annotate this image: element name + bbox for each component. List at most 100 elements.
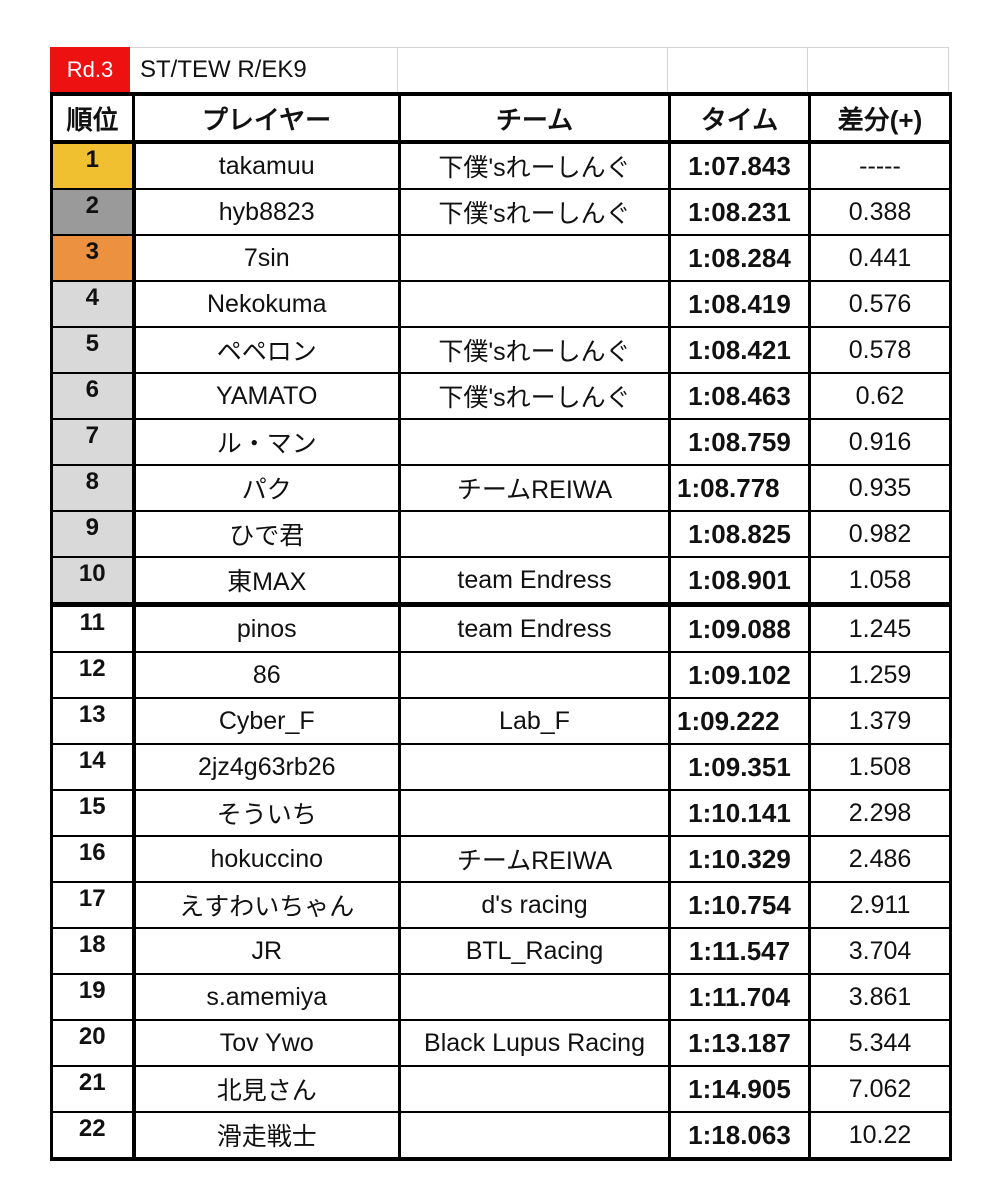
rank-cell: 12 [50, 651, 136, 699]
diff-cell: 10.22 [808, 1111, 952, 1161]
rank-cell: 5 [50, 326, 136, 374]
team-cell [398, 418, 671, 466]
diff-cell: 1.058 [808, 556, 952, 606]
player-cell: takamuu [132, 141, 401, 190]
team-cell: チームREIWA [398, 835, 671, 883]
time-cell: 1:10.329 [668, 835, 811, 883]
diff-cell: ----- [808, 141, 952, 190]
time-cell: 1:08.421 [668, 326, 811, 374]
team-cell: チームREIWA [398, 464, 671, 512]
team-cell [398, 1111, 671, 1161]
table-row: 9 ひで君 1:08.825 0.982 [50, 510, 952, 558]
table-row: 13 Cyber_F Lab_F 1:09.222 1.379 [50, 697, 952, 745]
table-row: 11 pinos team Endress 1:09.088 1.245 [50, 602, 952, 653]
diff-cell: 3.861 [808, 973, 952, 1021]
rank-cell: 3 [50, 234, 136, 282]
diff-cell: 7.062 [808, 1065, 952, 1113]
team-cell: team Endress [398, 602, 671, 653]
table-row: 16 hokuccino チームREIWA 1:10.329 2.486 [50, 835, 952, 883]
column-header-team: チーム [398, 92, 671, 144]
diff-cell: 0.62 [808, 372, 952, 420]
table-row: 8 パク チームREIWA 1:08.778 0.935 [50, 464, 952, 512]
player-cell: パク [132, 464, 401, 512]
empty-cell [668, 47, 808, 92]
diff-cell: 0.578 [808, 326, 952, 374]
time-cell: 1:08.463 [668, 372, 811, 420]
empty-cell [808, 47, 949, 92]
results-table: 順位 プレイヤー チーム タイム 差分(+) 1 takamuu 下僕'sれーしんぐ… [50, 92, 952, 1161]
team-cell: Black Lupus Racing [398, 1019, 671, 1067]
diff-cell: 1.245 [808, 602, 952, 653]
team-cell: 下僕'sれーしんぐ [398, 141, 671, 190]
round-badge: Rd.3 [50, 47, 130, 92]
rank-cell: 2 [50, 188, 136, 236]
rank-cell: 6 [50, 372, 136, 420]
rank-cell: 20 [50, 1019, 136, 1067]
rank-cell: 7 [50, 418, 136, 466]
player-cell: Nekokuma [132, 280, 401, 328]
column-header-time: タイム [668, 92, 811, 144]
empty-cell [398, 47, 668, 92]
diff-cell: 0.916 [808, 418, 952, 466]
rank-cell: 22 [50, 1111, 136, 1161]
table-row: 12 86 1:09.102 1.259 [50, 651, 952, 699]
team-cell: d's racing [398, 881, 671, 929]
team-cell [398, 973, 671, 1021]
diff-cell: 2.486 [808, 835, 952, 883]
time-cell: 1:09.102 [668, 651, 811, 699]
table-row: 4 Nekokuma 1:08.419 0.576 [50, 280, 952, 328]
time-cell: 1:11.704 [668, 973, 811, 1021]
team-cell [398, 789, 671, 837]
team-cell [398, 1065, 671, 1113]
diff-cell: 3.704 [808, 927, 952, 975]
time-cell: 1:09.222 [668, 697, 811, 745]
rank-cell: 9 [50, 510, 136, 558]
team-cell: 下僕'sれーしんぐ [398, 372, 671, 420]
player-cell: ル・マン [132, 418, 401, 466]
player-cell: Cyber_F [132, 697, 401, 745]
team-cell: BTL_Racing [398, 927, 671, 975]
diff-cell: 0.388 [808, 188, 952, 236]
player-cell: JR [132, 927, 401, 975]
time-cell: 1:08.419 [668, 280, 811, 328]
table-row: 21 北見さん 1:14.905 7.062 [50, 1065, 952, 1113]
time-cell: 1:09.351 [668, 743, 811, 791]
table-row: 5 ペペロン 下僕'sれーしんぐ 1:08.421 0.578 [50, 326, 952, 374]
time-cell: 1:09.088 [668, 602, 811, 653]
player-cell: えすわいちゃん [132, 881, 401, 929]
rank-cell: 8 [50, 464, 136, 512]
time-cell: 1:08.231 [668, 188, 811, 236]
time-cell: 1:08.901 [668, 556, 811, 606]
results-sheet: Rd.3 ST/TEW R/EK9 順位 プレイヤー チーム タイム 差分(+)… [50, 47, 952, 1161]
column-header-diff: 差分(+) [808, 92, 952, 144]
table-row: 2 hyb8823 下僕'sれーしんぐ 1:08.231 0.388 [50, 188, 952, 236]
column-header-rank: 順位 [50, 92, 135, 144]
table-row: 6 YAMATO 下僕'sれーしんぐ 1:08.463 0.62 [50, 372, 952, 420]
player-cell: Tov Ywo [132, 1019, 401, 1067]
table-row: 20 Tov Ywo Black Lupus Racing 1:13.187 5.344 [50, 1019, 952, 1067]
rank-cell: 13 [50, 697, 136, 745]
diff-cell: 1.259 [808, 651, 952, 699]
team-cell: 下僕'sれーしんぐ [398, 188, 671, 236]
diff-cell: 0.935 [808, 464, 952, 512]
player-cell: ペペロン [132, 326, 401, 374]
player-cell: s.amemiya [132, 973, 401, 1021]
time-cell: 1:14.905 [668, 1065, 811, 1113]
diff-cell: 2.911 [808, 881, 952, 929]
player-cell: 滑走戦士 [132, 1111, 401, 1161]
player-cell: ひで君 [132, 510, 401, 558]
header-row: 順位 プレイヤー チーム タイム 差分(+) [50, 92, 952, 144]
results-body: 1 takamuu 下僕'sれーしんぐ 1:07.843 ----- 2 hyb8823 下僕… [50, 141, 952, 1161]
table-row: 1 takamuu 下僕'sれーしんぐ 1:07.843 ----- [50, 141, 952, 190]
rank-cell: 18 [50, 927, 136, 975]
team-cell [398, 510, 671, 558]
table-row: 15 そういち 1:10.141 2.298 [50, 789, 952, 837]
table-row: 10 東MAX team Endress 1:08.901 1.058 [50, 556, 952, 606]
time-cell: 1:08.778 [668, 464, 811, 512]
table-row: 17 えすわいちゃん d's racing 1:10.754 2.911 [50, 881, 952, 929]
class-name: ST/TEW R/EK9 [130, 47, 398, 92]
rank-cell: 14 [50, 743, 136, 791]
team-cell [398, 651, 671, 699]
time-cell: 1:08.284 [668, 234, 811, 282]
rank-cell: 1 [50, 141, 136, 190]
